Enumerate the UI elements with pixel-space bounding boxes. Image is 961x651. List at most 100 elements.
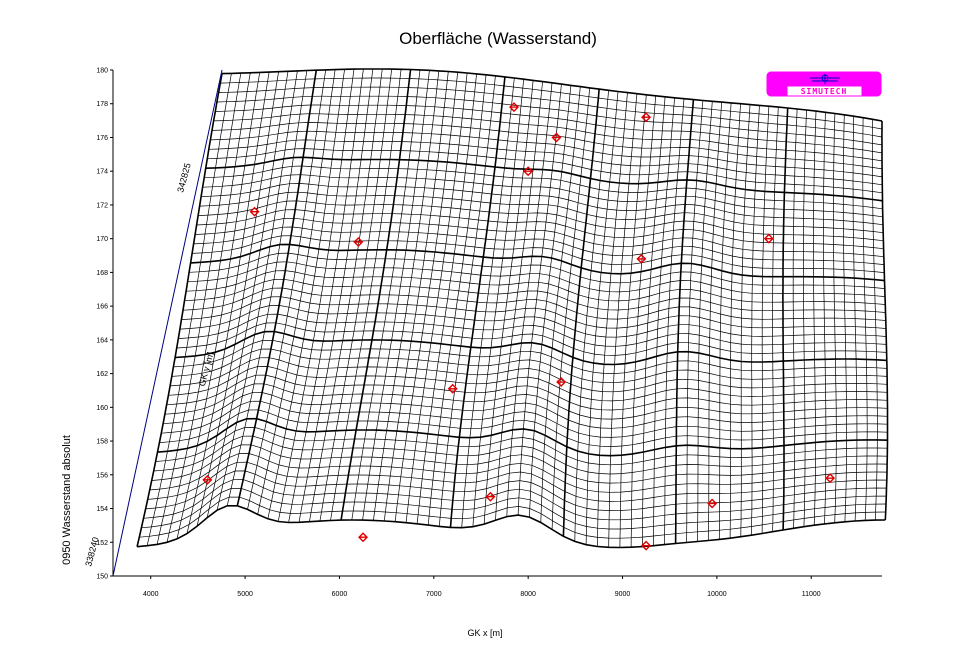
mesh-column-line: [506, 82, 553, 517]
mesh-column-line: [319, 69, 393, 522]
data-marker: [551, 132, 562, 143]
mesh-column-line: [416, 73, 477, 524]
depth-axis-label: GK y [m]: [197, 351, 216, 387]
mesh-column-line: [176, 72, 261, 539]
mesh-column-line: [517, 84, 562, 516]
mesh-column-line: [373, 70, 440, 521]
mesh-column-line: [751, 105, 760, 536]
x-tick-label: 6000: [332, 591, 348, 598]
mesh-column-line: [438, 75, 496, 527]
logo-text-box: [786, 85, 863, 97]
x-tick-label: 11000: [802, 591, 821, 598]
mesh-column-line: [196, 71, 279, 527]
data-marker: [556, 377, 567, 388]
mesh-column-line: [186, 72, 270, 534]
mesh-column-line: [641, 96, 666, 547]
data-marker: [523, 166, 534, 177]
x-tick-label: 4000: [143, 591, 159, 598]
mesh-column-line: [461, 77, 515, 528]
mesh-column-line: [562, 89, 600, 537]
mesh-column-line: [772, 107, 779, 532]
mesh-column-line: [216, 70, 298, 511]
y-tick-label: 162: [96, 371, 108, 378]
mesh-column-line: [574, 90, 609, 542]
y-tick-label: 166: [96, 304, 108, 311]
mesh-column-line: [792, 108, 798, 529]
data-marker: [641, 540, 652, 551]
data-marker: [358, 532, 369, 543]
mesh-column-line: [653, 97, 675, 546]
x-tick-label: 7000: [426, 591, 442, 598]
mesh-column-line: [813, 111, 817, 526]
y-axis-label: 0950 Wasserstand absolut: [61, 435, 73, 565]
y-tick-label: 174: [96, 169, 108, 176]
y-ticks: 150 152 154 156 158 160 162 164 166 168 170 172 174 1…: [96, 68, 113, 581]
mesh-row-line: [213, 113, 883, 162]
y-tick-label: 168: [96, 270, 108, 277]
mesh-column-line: [585, 91, 619, 545]
mesh-column-line: [257, 69, 336, 515]
data-marker: [447, 383, 458, 394]
mesh-column-line: [761, 106, 770, 534]
data-marker: [825, 473, 836, 484]
data-marker: [707, 498, 718, 509]
mesh-column-line: [718, 102, 732, 540]
mesh-column-line: [630, 95, 657, 548]
mesh-column-line: [495, 81, 543, 521]
mesh-column-line: [697, 101, 713, 542]
mesh-column-line: [206, 71, 289, 518]
mesh-column-line: [340, 69, 412, 521]
surface-mesh: [136, 68, 889, 549]
mesh-column-line: [729, 103, 741, 539]
mesh-row-line: [216, 95, 883, 146]
x-tick-label: 10000: [707, 591, 727, 598]
y-tick-label: 164: [96, 337, 108, 344]
mesh-column-line: [597, 92, 628, 547]
mesh-column-line: [427, 74, 487, 526]
y-tick-label: 180: [96, 68, 108, 75]
data-marker: [249, 206, 260, 217]
mesh-column-line: [686, 100, 704, 543]
mesh-column-line: [405, 72, 468, 523]
mesh-column-line: [608, 93, 638, 548]
mesh-column-line: [146, 73, 232, 546]
mesh-column-line: [782, 107, 789, 531]
y-tick-label: 150: [96, 574, 108, 581]
mesh-column-line: [277, 69, 355, 522]
data-marker: [641, 112, 652, 123]
mesh-column-line: [842, 114, 847, 522]
mesh-column-line: [330, 69, 402, 521]
y-tick-label: 172: [96, 202, 108, 209]
data-marker: [353, 237, 364, 248]
mesh-column-line: [674, 99, 695, 544]
mesh-column-line: [236, 70, 318, 506]
mesh-column-line: [833, 113, 837, 523]
mesh-column-line: [852, 116, 858, 522]
axes: [112, 69, 882, 577]
x-ticks: 4000 5000 6000 7000 8000 9000 10000 11000: [143, 576, 821, 598]
mesh-column-line: [383, 71, 449, 522]
mesh-column-line: [619, 94, 647, 548]
mesh-column-line: [351, 69, 421, 521]
depth-axis-line: [112, 69, 223, 577]
mesh-column-line: [362, 70, 430, 521]
y-tick-label: 160: [96, 405, 108, 412]
mesh-column-line: [551, 87, 591, 530]
mesh-column-line: [803, 109, 807, 527]
mesh-column-line: [740, 104, 751, 537]
chart-title: Oberfläche (Wasserstand): [399, 29, 597, 48]
mesh-column-line: [881, 121, 889, 521]
y-tick-label: 152: [96, 540, 108, 547]
mesh-column-line: [298, 68, 374, 523]
mesh-column-line: [309, 68, 383, 522]
mesh-column-line: [823, 112, 827, 524]
y-tick-label: 176: [96, 135, 108, 142]
data-marker: [202, 474, 213, 485]
mesh-column-line: [872, 119, 878, 521]
marker-group: [202, 102, 836, 551]
logo-symbol-icon: [810, 74, 840, 84]
data-marker: [509, 102, 520, 113]
y-tick-label: 156: [96, 472, 108, 479]
